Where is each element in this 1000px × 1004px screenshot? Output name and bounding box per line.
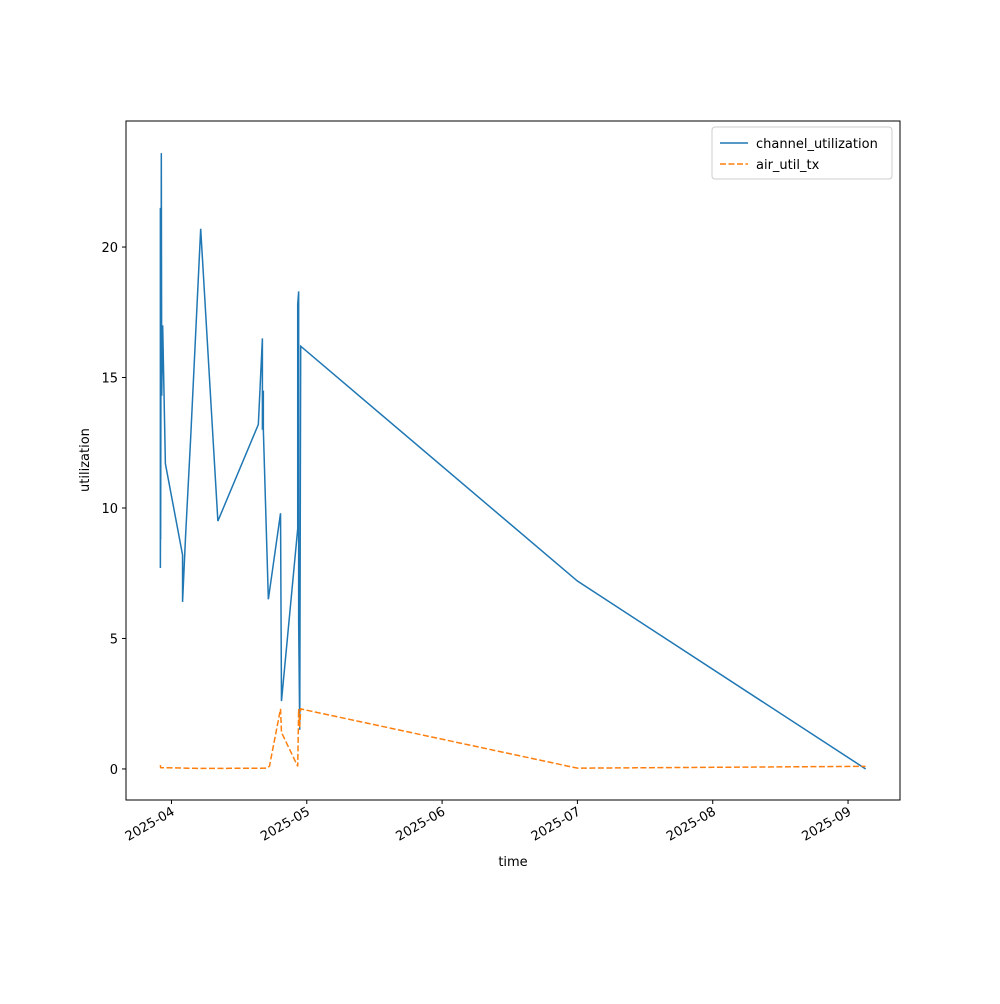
y-axis-label: utilization (78, 428, 93, 492)
x-tick-label: 2025-07 (529, 804, 584, 844)
legend-label: channel_utilization (756, 137, 878, 152)
series-line (159, 708, 866, 770)
y-tick-label: 20 (101, 241, 118, 256)
legend-box (711, 126, 893, 180)
x-tick-label: 2025-08 (664, 804, 719, 844)
y-tick-label: 5 (110, 632, 118, 647)
y-tick-label: 0 (110, 763, 118, 778)
x-axis-label: time (498, 855, 527, 870)
series-line (159, 153, 867, 770)
x-tick-label: 2025-05 (258, 804, 313, 844)
legend-label: air_util_tx (756, 158, 820, 173)
x-tick-label: 2025-09 (799, 804, 854, 844)
x-tick-label: 2025-06 (394, 804, 449, 844)
plot-frame (125, 120, 901, 801)
y-tick-label: 10 (101, 502, 118, 517)
x-tick-label: 2025-04 (123, 804, 178, 844)
y-tick-label: 15 (101, 372, 118, 387)
